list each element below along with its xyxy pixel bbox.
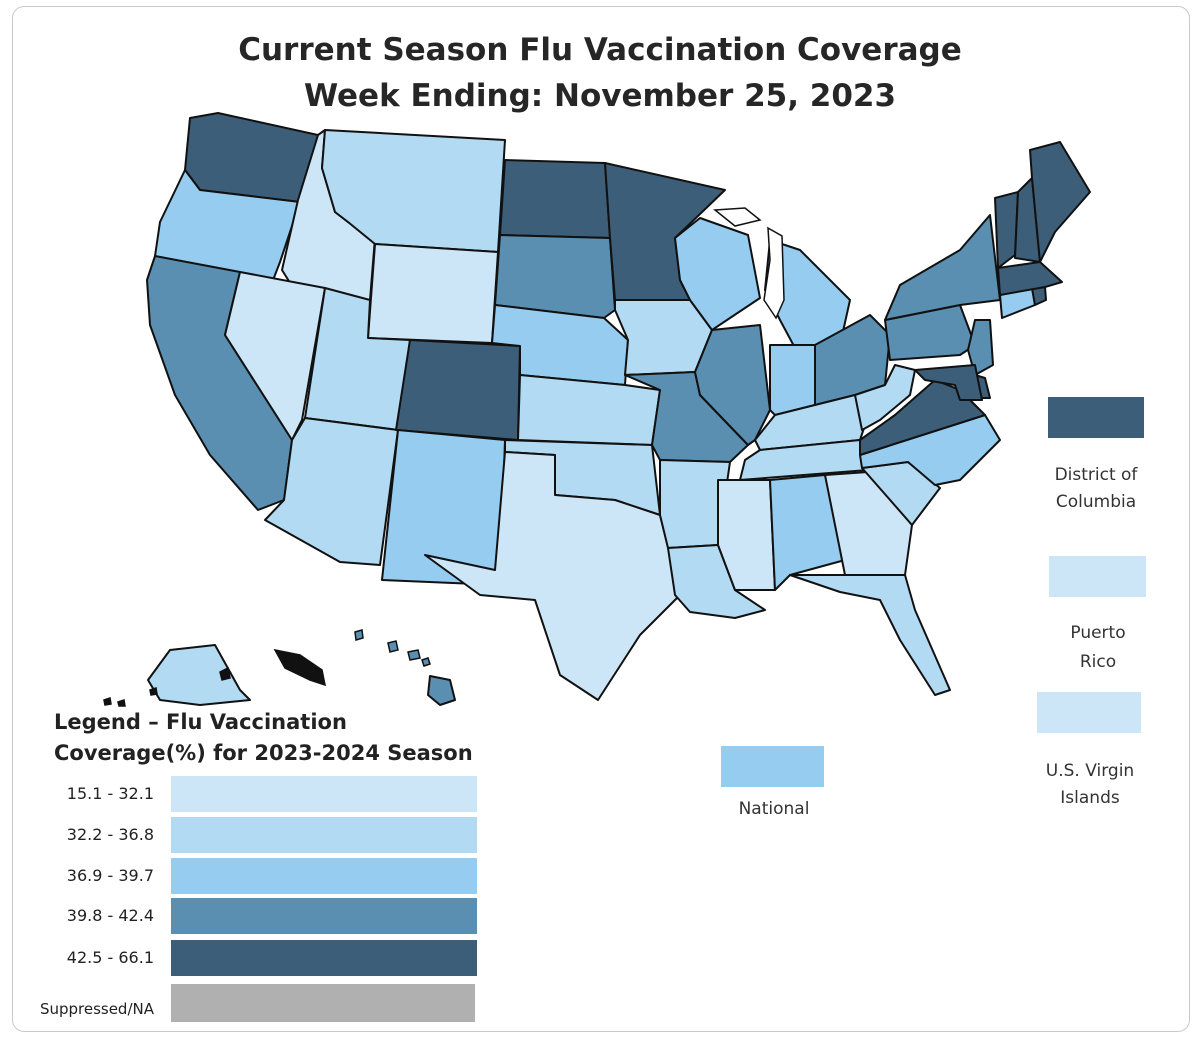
legend-swatch-bin-2: [171, 817, 477, 853]
legend-swatch-bin-1: [171, 776, 477, 812]
state-fl: [789, 574, 951, 696]
virgin-islands-label-line1: U.S. Virgin: [1045, 761, 1135, 781]
alaska-island: [103, 697, 112, 706]
dc-label-line1: District of: [1054, 465, 1138, 485]
state-wa: [184, 112, 319, 203]
puerto-rico-swatch: [1049, 556, 1146, 597]
alaska-island: [273, 648, 326, 687]
state-mt: [321, 129, 506, 253]
national-swatch: [721, 746, 824, 787]
state-me: [1029, 141, 1091, 263]
alaska-island: [219, 666, 231, 681]
state-ny: [884, 214, 1001, 321]
state-wv: [854, 364, 916, 431]
state-ks: [517, 374, 661, 446]
state-al: [769, 474, 846, 591]
puerto-rico-label-line1: Puerto: [1070, 623, 1126, 643]
state-nj: [967, 319, 994, 376]
state-sd: [494, 234, 616, 319]
state-ms: [717, 479, 776, 591]
legend-swatch-bin-5: [171, 940, 477, 976]
state-wi: [674, 217, 761, 331]
state-ga: [824, 471, 913, 576]
state-nd: [499, 159, 611, 239]
great-lake: [763, 226, 785, 320]
legend-label-bin-2: 32.2 - 36.8: [66, 825, 154, 844]
legend-swatch-bin-4: [171, 898, 477, 934]
state-il: [694, 324, 771, 446]
virgin-islands-label-line2: Islands: [1060, 788, 1120, 808]
legend-label-suppressed: Suppressed/NA: [39, 1000, 154, 1018]
legend-label-bin-1: 15.1 - 32.1: [66, 784, 154, 803]
hawaii-island: [354, 629, 364, 641]
legend-label-bin-5: 42.5 - 66.1: [66, 948, 154, 967]
state-ak: [147, 644, 251, 706]
legend-label-bin-3: 36.9 - 39.7: [66, 866, 154, 885]
legend-swatch-suppressed: [171, 984, 475, 1022]
state-tx: [424, 451, 681, 701]
great-lake: [713, 207, 762, 227]
state-wy: [367, 243, 499, 344]
legend-label-bin-4: 39.8 - 42.4: [66, 906, 154, 925]
state-in: [769, 344, 816, 416]
state-or: [154, 169, 301, 289]
hawaii-island: [421, 657, 431, 667]
puerto-rico-label-line2: Rico: [1079, 652, 1117, 672]
map-title-line1: Current Season Flu Vaccination Coverage: [238, 32, 962, 68]
alaska-island: [149, 687, 158, 696]
state-md: [914, 364, 983, 401]
state-ma: [997, 261, 1063, 296]
hawaii-island: [407, 649, 421, 661]
national-label: National: [738, 799, 810, 819]
dc-swatch: [1048, 397, 1144, 438]
alaska-island: [117, 699, 126, 707]
virgin-islands-swatch: [1037, 692, 1141, 733]
state-hi: [427, 675, 456, 706]
dc-label-line2: Columbia: [1055, 492, 1137, 512]
map-title-line2: Week Ending: November 25, 2023: [303, 78, 897, 114]
legend-title-line1: Legend – Flu Vaccination: [54, 710, 347, 734]
state-nc: [859, 414, 1001, 486]
legend-swatch-bin-3: [171, 858, 477, 894]
hawaii-island: [387, 640, 399, 653]
state-co: [395, 339, 521, 441]
legend-title-line2: Coverage(%) for 2023-2024 Season: [54, 741, 473, 765]
